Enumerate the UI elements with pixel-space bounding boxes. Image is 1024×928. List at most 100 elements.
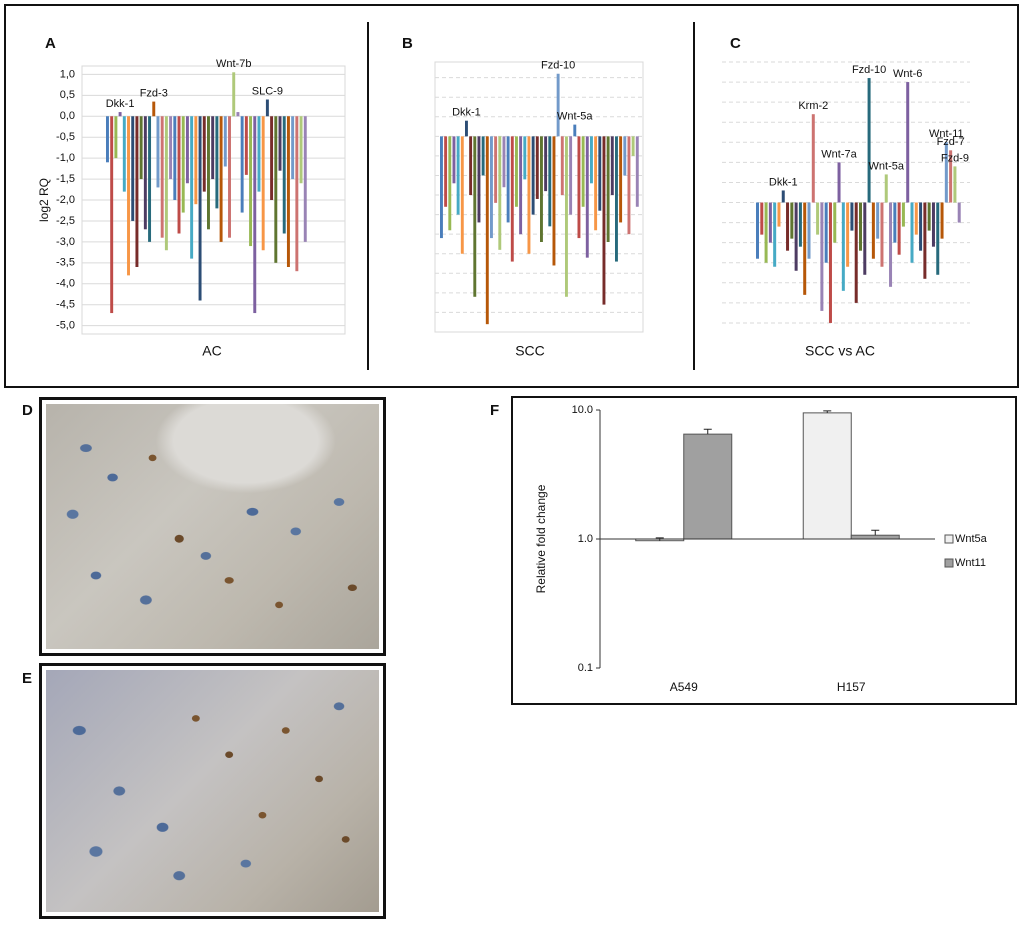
bar-label: Wnt-5a [869,160,905,172]
bar [286,116,290,267]
y-tick-label: 1.0 [578,533,593,545]
bar [211,116,215,180]
bar [202,116,206,192]
bar-label: Wnt-7a [821,148,857,160]
bar-label: Fzd-10 [541,60,575,72]
bar [177,116,181,234]
bar [790,202,794,239]
bar [824,202,828,263]
bar [923,202,927,279]
bar [494,136,498,203]
bar [282,116,286,234]
panel-letter: B [402,35,413,52]
bar [131,116,135,221]
y-tick-label: -3,5 [56,257,75,269]
tissue-image [46,670,379,912]
bar [460,136,464,254]
bar [859,202,863,251]
bar [811,114,815,203]
x-axis-label: SCC [515,343,545,359]
y-tick-label: -4,5 [56,299,75,311]
y-axis-label: log2 RQ [37,178,51,222]
bar-label: Dkk-1 [452,107,481,119]
bar [473,136,477,297]
bar [756,202,760,259]
bar [590,136,593,184]
bar [577,136,581,239]
bar [927,202,931,231]
bar [181,116,185,213]
bar [477,136,481,223]
bar [786,202,790,251]
bar-label: Fzd-7 [937,136,965,148]
bar [299,116,303,184]
micrograph [39,663,386,919]
bar [910,202,914,263]
bar [863,202,867,275]
bar [635,136,639,207]
y-tick-label: -2,0 [56,194,75,206]
bar [837,162,841,203]
tissue-image [46,404,379,649]
bar [594,136,598,231]
legend-label: Wnt11 [955,557,986,569]
bar [535,136,539,199]
bar [544,136,548,192]
bar [764,202,768,263]
bar [143,116,147,230]
bar [223,116,227,167]
y-tick-label: 1,0 [60,68,75,80]
top-frame [4,4,1019,388]
bar [631,136,635,156]
bar [619,136,623,223]
bar-label: Fzd-9 [941,152,969,164]
bar [527,136,531,254]
bar [164,116,168,251]
bar [185,116,189,184]
bar [889,202,893,287]
bar-label: Krm-2 [798,100,828,112]
bar [602,136,606,305]
bar [253,116,257,314]
bar [148,116,152,242]
bar [303,116,307,242]
bar [548,136,552,227]
bar [807,202,811,259]
bar [531,136,535,215]
bar [265,99,269,117]
bar [135,116,139,267]
bar [820,202,824,311]
bar [240,116,244,213]
bar [635,538,685,542]
bar [598,136,602,211]
panel-letter: E [22,670,32,687]
bar [880,202,884,267]
bar [106,116,109,163]
error-bar [871,529,880,536]
y-tick-label: -5,0 [56,320,75,332]
bar-label: Wnt-6 [893,68,922,80]
bar-label: Wnt-11 [929,128,964,140]
x-axis-label: AC [202,343,221,359]
bar [781,190,785,203]
bar [893,202,897,243]
bar [114,116,118,159]
bar [452,136,456,184]
y-tick-label: -0,5 [56,131,75,143]
bar [957,202,961,223]
bar [160,116,164,238]
bar [232,72,236,117]
panel-letter: C [730,35,741,52]
bar [523,136,527,180]
bar [274,116,278,263]
bar [481,136,485,176]
bar [581,136,585,207]
error-bar [823,410,832,413]
bar [139,116,143,180]
bar [552,136,556,266]
bar [841,202,845,291]
bar [803,202,807,295]
bar [194,116,198,205]
x-tick-label: A549 [670,680,698,694]
bar [897,202,901,255]
